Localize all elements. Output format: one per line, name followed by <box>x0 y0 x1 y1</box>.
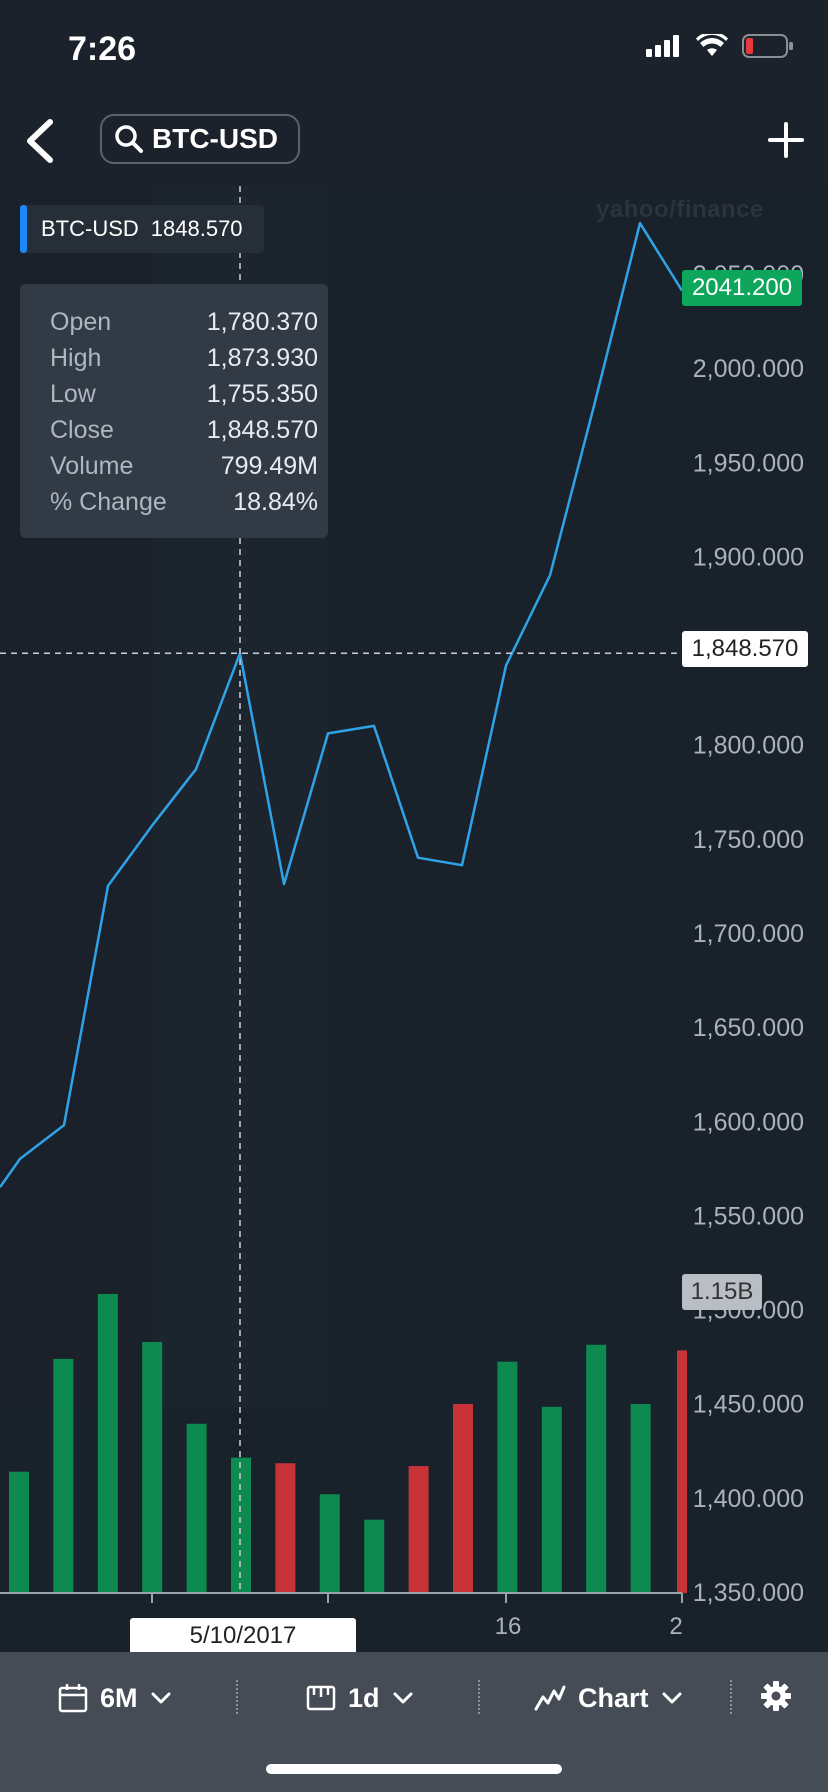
symbol-accent <box>20 205 27 253</box>
chart-type-selector[interactable]: Chart <box>534 1678 683 1718</box>
y-tick-label: 1,900.000 <box>693 543 804 571</box>
ohlc-label: Close <box>50 416 114 444</box>
home-indicator <box>266 1764 562 1774</box>
volume-bar <box>9 1471 29 1593</box>
status-time: 7:26 <box>68 30 137 68</box>
ohlc-row-volume: Volume 799.49M <box>50 452 318 481</box>
volume-bar <box>97 1294 118 1593</box>
volume-bar <box>186 1423 207 1593</box>
line-chart-icon <box>534 1685 566 1711</box>
ohlc-label: Volume <box>50 452 134 480</box>
ohlc-value: 1,873.930 <box>206 344 318 372</box>
crosshair-price-badge: 1,848.570 <box>682 631 808 667</box>
last-price-badge: 2041.200 <box>682 270 802 306</box>
ohlc-value: 18.84% <box>233 488 318 516</box>
toolbar-separator <box>478 1680 480 1714</box>
x-tick-label: 2 <box>669 1613 682 1640</box>
ohlc-row-close: Close 1,848.570 <box>50 416 318 445</box>
interval-label: 1d <box>348 1682 380 1713</box>
y-tick-label: 1,350.000 <box>693 1579 804 1607</box>
volume-bar <box>677 1350 687 1593</box>
signal-icon <box>646 35 679 57</box>
add-button[interactable] <box>766 120 806 160</box>
ohlc-value: 1,848.570 <box>206 416 318 444</box>
ohlc-row-open: Open 1,780.370 <box>50 308 318 337</box>
watermark: yahoo/finance <box>596 196 764 223</box>
ohlc-value: 799.49M <box>220 452 318 480</box>
crosshair-date-badge: 5/10/2017 <box>130 1618 356 1654</box>
status-bar: 7:26 <box>0 0 828 100</box>
chevron-down-icon <box>393 1692 413 1704</box>
volume-bar <box>408 1466 429 1593</box>
volume-bar <box>541 1406 562 1593</box>
price-line <box>0 221 684 1188</box>
chevron-down-icon <box>151 1692 171 1704</box>
ohlc-row-high: High 1,873.930 <box>50 344 318 373</box>
volume-bar <box>319 1494 340 1593</box>
symbol-name: BTC-USD <box>41 216 139 241</box>
chart-type-label: Chart <box>578 1682 649 1713</box>
search-value: BTC-USD <box>152 123 278 154</box>
status-icons <box>646 34 794 58</box>
calendar-icon <box>58 1684 88 1713</box>
chart-band <box>328 186 506 1408</box>
volume-bar <box>364 1519 385 1593</box>
toolbar-separator <box>236 1680 238 1714</box>
range-label: 6M <box>100 1682 138 1713</box>
y-tick-label: 1,700.000 <box>693 920 804 948</box>
symbol-price: 1848.570 <box>150 216 243 241</box>
y-tick-label: 1,600.000 <box>693 1108 804 1136</box>
ruler-icon <box>306 1685 336 1711</box>
search-icon <box>115 125 143 153</box>
volume-bar <box>497 1361 518 1593</box>
ohlc-row-change: % Change 18.84% <box>50 488 318 517</box>
x-tick-label: 16 <box>495 1613 522 1640</box>
volume-bar <box>453 1404 473 1593</box>
ohlc-tooltip: Open 1,780.370 High 1,873.930 Low 1,755.350… <box>20 284 328 538</box>
volume-bar <box>53 1358 74 1593</box>
y-tick-label: 1,950.000 <box>693 449 804 477</box>
ohlc-value: 1,780.370 <box>206 308 318 336</box>
y-tick-label: 1,400.000 <box>693 1485 804 1513</box>
range-selector[interactable]: 6M <box>58 1678 172 1718</box>
toolbar-separator <box>730 1680 732 1714</box>
nav-bar: BTC-USD <box>0 100 828 186</box>
gear-icon[interactable] <box>760 1680 792 1712</box>
back-button[interactable] <box>20 116 64 166</box>
volume-bar <box>231 1457 251 1593</box>
ohlc-label: Low <box>50 380 96 408</box>
y-tick-label: 1,800.000 <box>693 732 804 760</box>
y-tick-label: 1,450.000 <box>693 1391 804 1419</box>
volume-bar <box>630 1404 651 1593</box>
search-field[interactable]: BTC-USD <box>100 114 300 164</box>
y-tick-label: 1,650.000 <box>693 1014 804 1042</box>
volume-label-badge: 1.15B <box>682 1274 762 1310</box>
ohlc-label: % Change <box>50 488 167 516</box>
ohlc-row-low: Low 1,755.350 <box>50 380 318 409</box>
wifi-icon <box>696 34 728 56</box>
ohlc-label: Open <box>50 308 112 336</box>
volume-bar <box>275 1463 296 1593</box>
volume-bar <box>586 1344 607 1593</box>
y-tick-label: 1,550.000 <box>693 1202 804 1230</box>
volume-bar <box>142 1341 163 1593</box>
y-tick-label: 1,750.000 <box>693 826 804 854</box>
chevron-down-icon <box>662 1692 682 1704</box>
y-tick-label: 2,000.000 <box>693 355 804 383</box>
ohlc-label: High <box>50 344 102 372</box>
ohlc-value: 1,755.350 <box>206 380 318 408</box>
symbol-tag: BTC-USD 1848.570 <box>20 205 264 253</box>
battery-icon <box>742 34 793 58</box>
interval-selector[interactable]: 1d <box>306 1678 414 1718</box>
